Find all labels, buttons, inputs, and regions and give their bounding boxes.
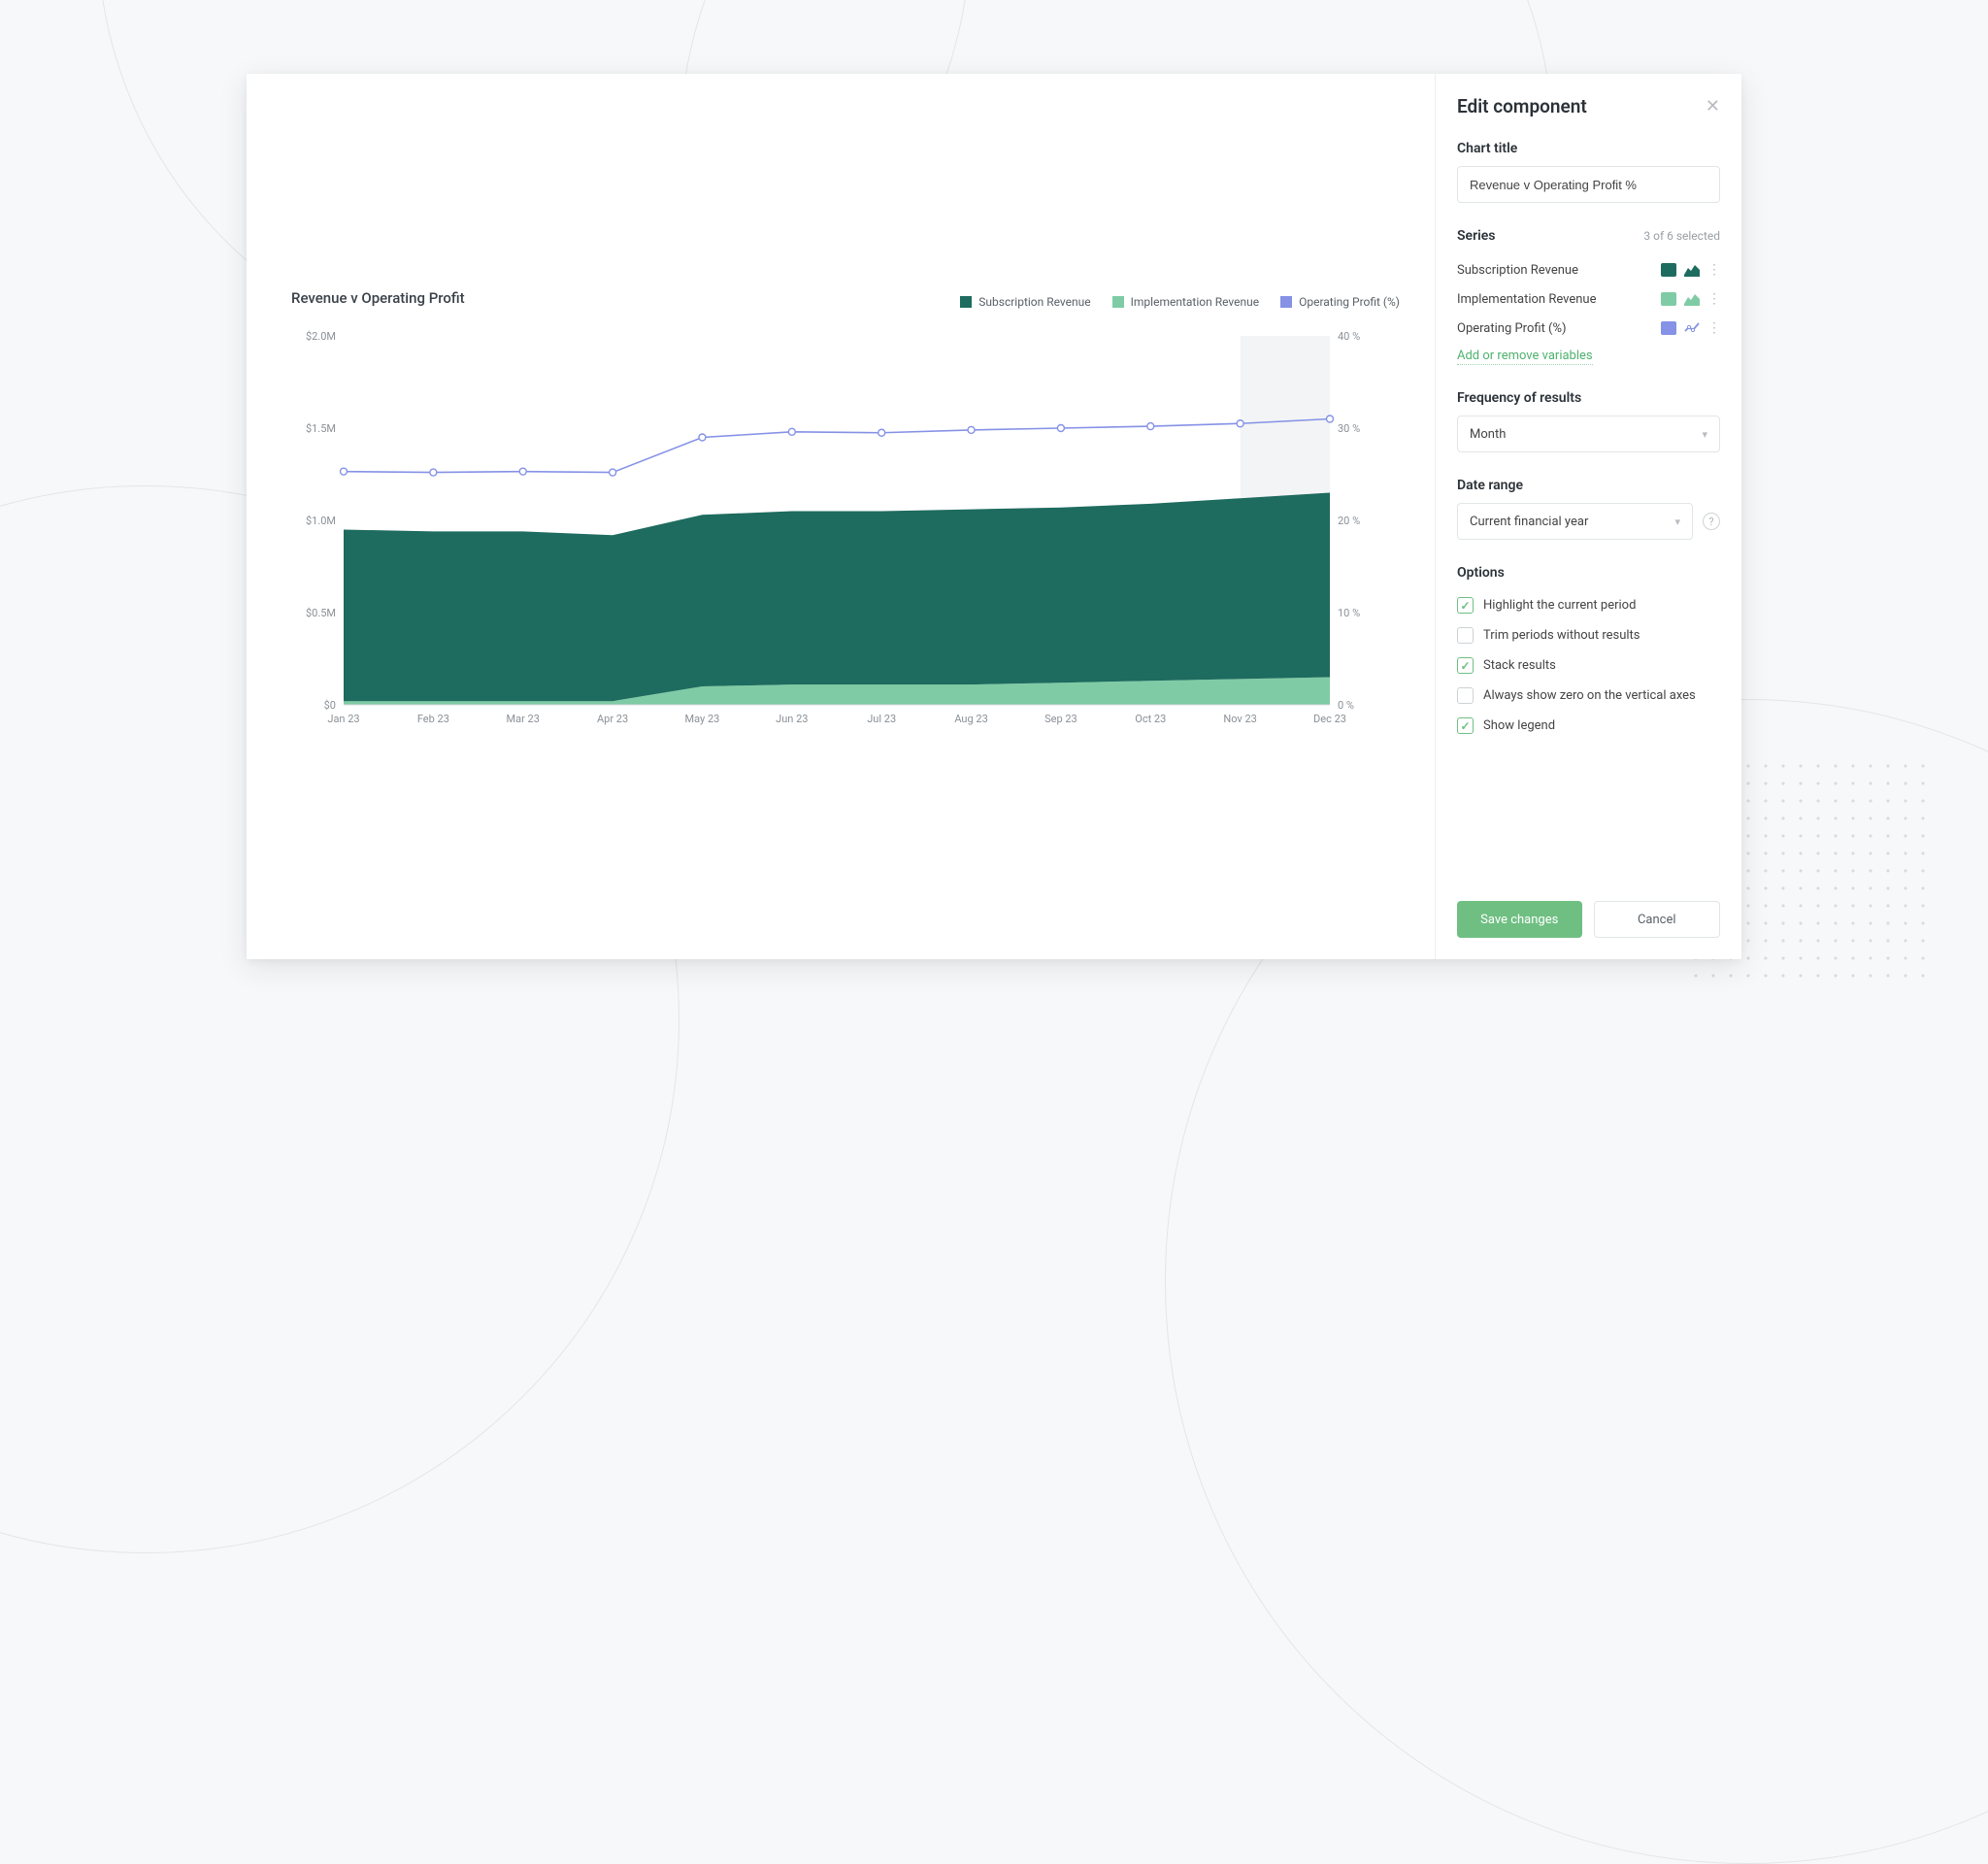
- chart-legend: Subscription Revenue Implementation Reve…: [960, 295, 1400, 309]
- series-name: Operating Profit (%): [1457, 321, 1567, 336]
- chart-title-section: Chart title: [1457, 141, 1720, 203]
- svg-text:$0: $0: [324, 699, 336, 712]
- svg-text:May 23: May 23: [685, 713, 720, 725]
- option-row[interactable]: Stack results: [1457, 650, 1720, 681]
- legend-label: Implementation Revenue: [1131, 295, 1259, 309]
- daterange-value: Current financial year: [1470, 515, 1588, 529]
- options-section: Options Highlight the current period Trim…: [1457, 565, 1720, 741]
- svg-text:$2.0M: $2.0M: [306, 330, 336, 343]
- options-label: Options: [1457, 565, 1720, 581]
- option-label: Trim periods without results: [1483, 628, 1640, 643]
- series-color-swatch[interactable]: [1661, 321, 1676, 335]
- svg-text:Mar 23: Mar 23: [507, 713, 540, 725]
- svg-text:Aug 23: Aug 23: [954, 713, 987, 725]
- close-icon[interactable]: ✕: [1706, 98, 1720, 116]
- save-button[interactable]: Save changes: [1457, 901, 1582, 938]
- svg-text:Apr 23: Apr 23: [597, 713, 628, 725]
- svg-text:Jun 23: Jun 23: [776, 713, 808, 725]
- legend-item: Subscription Revenue: [960, 295, 1090, 309]
- checkbox[interactable]: [1457, 717, 1474, 734]
- series-section: Series 3 of 6 selected Subscription Reve…: [1457, 228, 1720, 365]
- legend-swatch: [1112, 296, 1124, 308]
- series-label: Series: [1457, 228, 1495, 244]
- legend-item: Operating Profit (%): [1280, 295, 1400, 309]
- option-label: Highlight the current period: [1483, 598, 1636, 613]
- frequency-select[interactable]: Month ▾: [1457, 416, 1720, 452]
- legend-label: Operating Profit (%): [1299, 295, 1400, 309]
- panel-title: Edit component: [1457, 95, 1587, 117]
- svg-text:40 %: 40 %: [1338, 330, 1360, 343]
- chart-svg-container: $0 $0.5M $1.0M $1.5M $2.0M 0 % 10 % 20 % 30 % 40 …: [285, 313, 1396, 734]
- checkbox[interactable]: [1457, 687, 1474, 704]
- svg-text:$1.0M: $1.0M: [306, 515, 336, 527]
- series-row[interactable]: Subscription Revenue ⋮: [1457, 255, 1720, 284]
- option-row[interactable]: Trim periods without results: [1457, 620, 1720, 650]
- svg-text:Sep 23: Sep 23: [1044, 713, 1077, 725]
- cancel-button[interactable]: Cancel: [1594, 901, 1721, 938]
- checkbox[interactable]: [1457, 627, 1474, 644]
- svg-text:Dec 23: Dec 23: [1313, 713, 1346, 725]
- frequency-value: Month: [1470, 427, 1506, 442]
- svg-text:$0.5M: $0.5M: [306, 607, 336, 619]
- line-icon[interactable]: [1684, 321, 1700, 335]
- edit-panel: Edit component ✕ Chart title Series 3 of…: [1435, 74, 1741, 959]
- kebab-icon[interactable]: ⋮: [1707, 263, 1720, 277]
- legend-item: Implementation Revenue: [1112, 295, 1259, 309]
- series-count: 3 of 6 selected: [1643, 229, 1720, 243]
- frequency-section: Frequency of results Month ▾: [1457, 390, 1720, 452]
- option-label: Stack results: [1483, 658, 1556, 673]
- option-label: Always show zero on the vertical axes: [1483, 688, 1696, 703]
- legend-swatch: [960, 296, 972, 308]
- svg-text:20 %: 20 %: [1338, 515, 1360, 527]
- area-icon[interactable]: [1684, 292, 1700, 306]
- svg-text:Jul 23: Jul 23: [867, 713, 896, 725]
- legend-label: Subscription Revenue: [978, 295, 1090, 309]
- series-name: Subscription Revenue: [1457, 263, 1578, 278]
- option-row[interactable]: Show legend: [1457, 711, 1720, 741]
- option-row[interactable]: Always show zero on the vertical axes: [1457, 681, 1720, 711]
- chart-title-label: Chart title: [1457, 141, 1720, 156]
- daterange-label: Date range: [1457, 478, 1720, 493]
- option-label: Show legend: [1483, 718, 1555, 733]
- svg-text:Nov 23: Nov 23: [1223, 713, 1256, 725]
- svg-text:0 %: 0 %: [1338, 699, 1354, 712]
- series-row[interactable]: Operating Profit (%) ⋮: [1457, 314, 1720, 343]
- help-icon[interactable]: ?: [1703, 513, 1720, 530]
- svg-text:Oct 23: Oct 23: [1135, 713, 1166, 725]
- series-color-swatch[interactable]: [1661, 263, 1676, 277]
- series-row[interactable]: Implementation Revenue ⋮: [1457, 284, 1720, 314]
- chart-svg: $0 $0.5M $1.0M $1.5M $2.0M 0 % 10 % 20 % 30 % 40 …: [285, 313, 1382, 730]
- checkbox[interactable]: [1457, 597, 1474, 614]
- editor-card: Revenue v Operating Profit Subscription …: [247, 74, 1741, 959]
- legend-swatch: [1280, 296, 1292, 308]
- series-name: Implementation Revenue: [1457, 292, 1597, 307]
- frequency-label: Frequency of results: [1457, 390, 1720, 406]
- svg-text:Feb 23: Feb 23: [417, 713, 449, 725]
- panel-footer: Save changes Cancel: [1457, 901, 1720, 938]
- chart-pane: Revenue v Operating Profit Subscription …: [247, 74, 1435, 959]
- add-variables-link[interactable]: Add or remove variables: [1457, 349, 1593, 365]
- kebab-icon[interactable]: ⋮: [1707, 321, 1720, 335]
- checkbox[interactable]: [1457, 657, 1474, 674]
- daterange-section: Date range Current financial year ▾ ?: [1457, 478, 1720, 540]
- svg-text:10 %: 10 %: [1338, 607, 1360, 619]
- chevron-down-icon: ▾: [1674, 516, 1680, 528]
- daterange-select[interactable]: Current financial year ▾: [1457, 503, 1693, 540]
- chevron-down-icon: ▾: [1702, 428, 1707, 441]
- svg-text:$1.5M: $1.5M: [306, 422, 336, 435]
- option-row[interactable]: Highlight the current period: [1457, 590, 1720, 620]
- series-color-swatch[interactable]: [1661, 292, 1676, 306]
- area-icon[interactable]: [1684, 263, 1700, 277]
- svg-text:30 %: 30 %: [1338, 422, 1360, 435]
- kebab-icon[interactable]: ⋮: [1707, 292, 1720, 306]
- chart-title-input[interactable]: [1457, 166, 1720, 203]
- svg-text:Jan 23: Jan 23: [327, 713, 359, 725]
